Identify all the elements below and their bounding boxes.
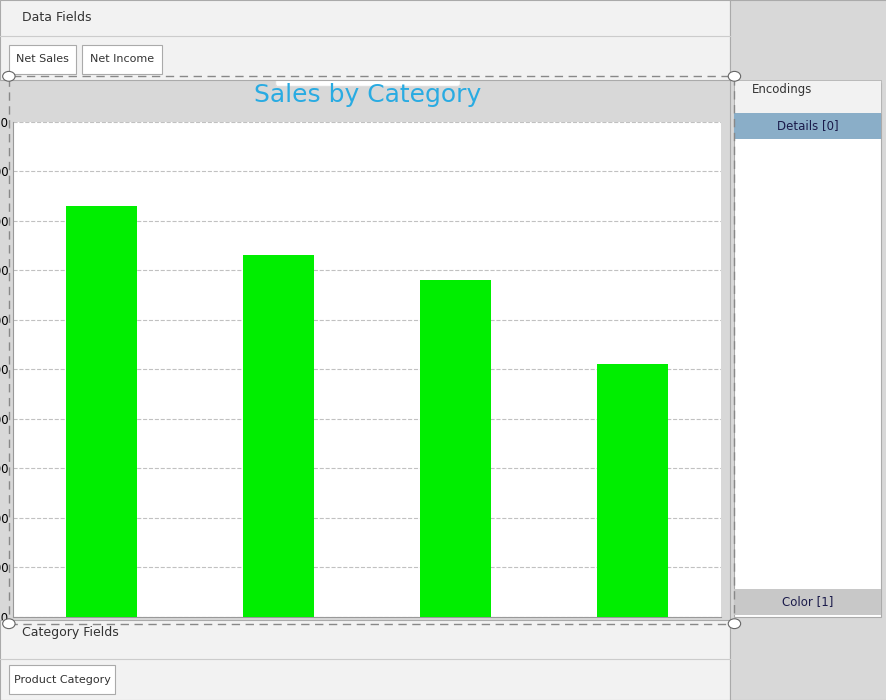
Text: Net Sales: Net Sales — [16, 55, 69, 64]
Text: Net Income: Net Income — [90, 55, 154, 64]
Bar — [243, 256, 314, 617]
Bar — [66, 206, 137, 617]
Text: Data Fields: Data Fields — [22, 11, 91, 25]
Text: Color [1]: Color [1] — [781, 596, 832, 608]
Text: Category Fields: Category Fields — [22, 626, 119, 639]
X-axis label: Product Category: Product Category — [313, 640, 421, 653]
Bar — [596, 364, 667, 617]
Text: Details [0]: Details [0] — [776, 120, 837, 132]
Text: Sales by Category: Sales by Category — [253, 83, 480, 107]
Bar — [420, 280, 491, 617]
Text: Encodings: Encodings — [751, 83, 812, 96]
Legend: Net Sales, Net Income: Net Sales, Net Income — [275, 64, 459, 86]
Text: Product Category: Product Category — [13, 675, 111, 685]
